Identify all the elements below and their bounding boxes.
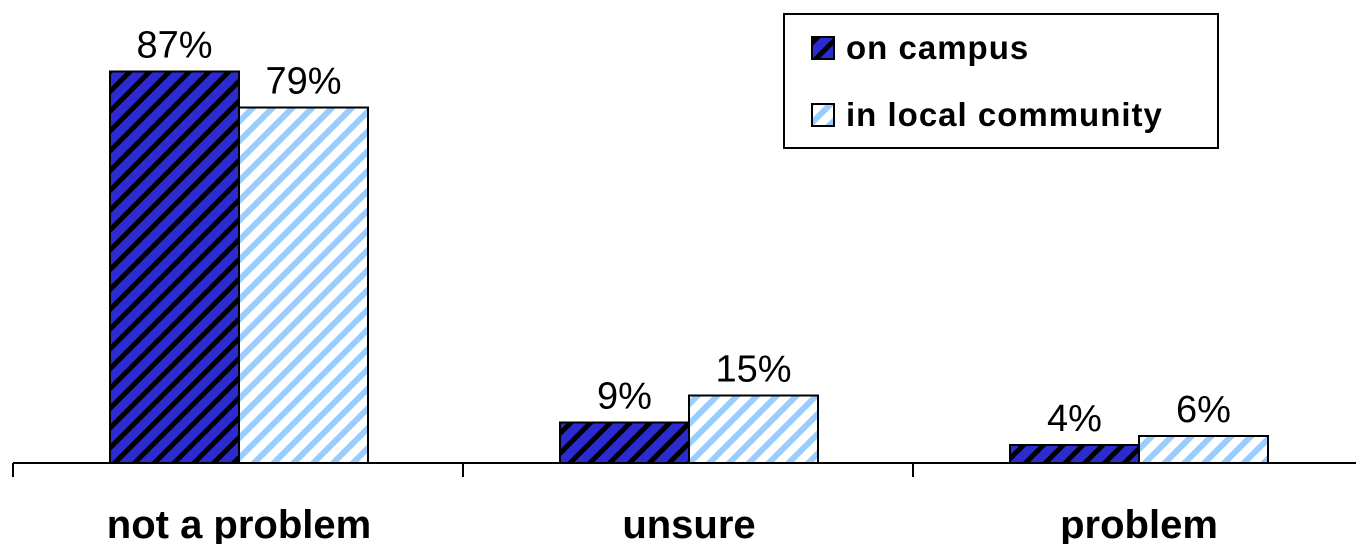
value-label-in-local-community-problem: 6% [1176,389,1231,431]
x-axis-ticks [12,463,914,477]
bars-layer [109,70,1269,464]
value-labels-layer: 87% 79% 9% 15% 4% 6% [136,25,1230,441]
value-label-on-campus-unsure: 9% [597,376,652,418]
bar-on-campus-not-a-problem [109,70,240,464]
value-label-on-campus-not-a-problem: 87% [136,25,212,67]
legend-label-on-campus: on campus [846,29,1029,66]
bar-in-local-community-problem [1138,435,1269,464]
legend-swatch-in-local-community [811,103,835,127]
legend-label-in-local-community: in local community [846,96,1163,133]
legend-box [783,13,1219,149]
legend-swatch-on-campus [811,36,835,60]
category-label-problem: problem [1060,503,1218,544]
bar-on-campus-unsure [559,421,690,464]
category-label-unsure: unsure [622,503,755,544]
bar-in-local-community-not-a-problem [238,106,369,464]
x-axis-category-labels: not a problem unsure problem [107,503,1218,544]
value-label-in-local-community-unsure: 15% [715,349,791,391]
legend: on campus in local community [783,13,1219,149]
value-label-in-local-community-not-a-problem: 79% [265,61,341,103]
value-label-on-campus-problem: 4% [1047,398,1102,440]
bar-in-local-community-unsure [688,394,819,464]
category-label-not-a-problem: not a problem [107,503,371,544]
bar-on-campus-problem [1009,444,1140,464]
